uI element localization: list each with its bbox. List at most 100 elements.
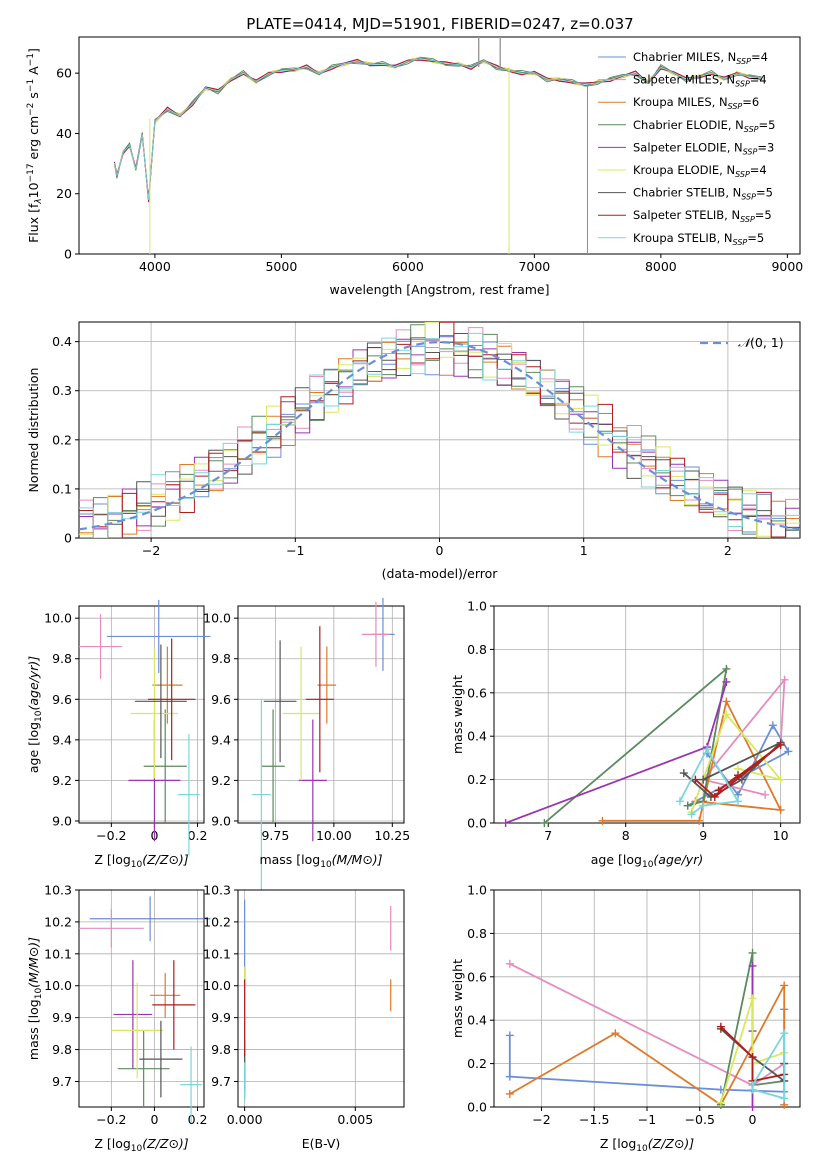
y-tick-label: 10.2 [44, 914, 72, 929]
y-tick-label: 0.2 [52, 432, 72, 447]
errorbar-point [117, 1030, 170, 1107]
weight-marker [540, 819, 549, 827]
histogram-step [79, 332, 800, 538]
weight-marker [722, 710, 731, 719]
y-axis-label: mass weight [450, 675, 465, 754]
errorbar-point [263, 640, 297, 763]
errorbar-point [139, 1020, 183, 1098]
weight-marker [748, 994, 757, 1003]
axes-frame [78, 36, 801, 255]
figure-title: PLATE=0414, MJD=51901, FIBERID=0247, z=0… [246, 15, 633, 33]
x-tick-label: 8000 [645, 259, 677, 274]
x-tick-label: 2 [724, 543, 732, 558]
axes-frame [78, 605, 205, 824]
y-tick-label: 1.0 [467, 599, 487, 614]
y-tick-label: 1.0 [467, 883, 487, 898]
errorbar-point [113, 960, 153, 1069]
weight-marker [748, 948, 757, 957]
x-tick-label: 7 [544, 828, 552, 843]
errorbar-point [298, 719, 327, 842]
axes-frame [78, 889, 205, 1108]
x-tick-label: −0.2 [96, 828, 126, 843]
y-tick-label: 9.6 [52, 692, 72, 707]
errorbar-point [147, 638, 196, 761]
y-tick-label: 9.6 [211, 692, 231, 707]
errorbar-point [178, 733, 200, 856]
y-tick-label: 10.2 [203, 914, 231, 929]
x-tick-label: 9.75 [261, 828, 289, 843]
x-axis-label: (data-model)/error [382, 566, 499, 581]
weight-marker [748, 961, 757, 970]
y-tick-label: 0 [64, 531, 72, 546]
weight-marker [695, 816, 704, 825]
errorbar-point [143, 709, 187, 823]
y-tick-label: 0.2 [467, 1056, 487, 1071]
weight-marker [784, 747, 793, 756]
x-tick-label: 5000 [265, 259, 297, 274]
legend-label: Chabrier MILES, NSSP=4 [633, 50, 768, 66]
weight-marker [722, 677, 731, 686]
y-tick-label: 0.8 [467, 926, 487, 941]
weight-marker [699, 801, 708, 810]
x-axis-label: age [log10(age/yr) [591, 852, 703, 870]
x-tick-label: 10 [773, 828, 789, 843]
x-tick-label: 0.000 [227, 1112, 263, 1127]
axes-age-vs-Z: −0.200.29.09.29.49.69.810.0 [44, 605, 208, 843]
legend-label: Salpeter STELIB, NSSP=5 [633, 208, 772, 224]
y-tick-label: 9.4 [52, 732, 72, 747]
x-tick-label: −1 [638, 1112, 656, 1127]
weight-marker [780, 675, 789, 684]
axes-age-vs-mass: 9.75 10.00 10.25 9.0 9.2 9.4 9.6 9.8 10.0 [203, 605, 410, 843]
y-tick-label: 9.7 [211, 1074, 231, 1089]
y-tick-label: 10.0 [203, 978, 231, 993]
axes-spectrum: 4000 5000 6000 7000 8000 9000 0 20 40 60 [56, 36, 803, 274]
errorbar-point [361, 601, 390, 667]
weight-marker [734, 771, 743, 780]
errorbar-point [150, 972, 181, 1018]
y-tick-label: 10.0 [44, 978, 72, 993]
y-axis-label: Flux [fλ10−17 erg cm−2 s−1 A−1] [26, 48, 44, 243]
x-tick-label: −1 [286, 543, 304, 558]
errorbar-point [180, 1046, 202, 1123]
y-tick-label: 40 [56, 126, 72, 141]
axes-mass-vs-EBV: 0.000 0.005 9.7 9.8 9.9 10.0 10.1 10.2 10.3 [203, 883, 405, 1127]
weight-series-line [751, 1029, 786, 1100]
weight-marker [598, 816, 607, 825]
y-tick-label: 60 [56, 66, 72, 81]
y-tick-label: 10.1 [44, 946, 72, 961]
y-tick-label: 0.6 [467, 685, 487, 700]
weight-marker [505, 1072, 514, 1081]
axes-mass-vs-Z: −0.2 0 0.2 9.7 9.8 9.9 10.0 10.1 10.2 10.3 [44, 883, 207, 1128]
y-tick-label: 0.4 [52, 334, 72, 349]
x-tick-label: 7000 [518, 259, 550, 274]
x-axis-label: E(B-V) [302, 1136, 341, 1151]
y-tick-label: 9.4 [211, 732, 231, 747]
weight-marker [505, 959, 514, 968]
errorbar-point [79, 909, 144, 948]
y-tick-label: 9.2 [52, 773, 72, 788]
y-tick-label: 9.8 [211, 1042, 231, 1057]
x-tick-label: 0.2 [188, 828, 208, 843]
weight-series-line [720, 1026, 785, 1083]
weight-marker [722, 697, 731, 706]
weight-marker [716, 1022, 725, 1031]
x-tick-label: 0 [150, 1112, 158, 1127]
x-axis-label: mass [log10(M/M⊙)] [259, 852, 382, 870]
x-tick-label: −0.2 [96, 1112, 126, 1127]
weight-marker [714, 786, 723, 795]
errorbar-point [282, 646, 320, 781]
y-tick-label: 10.0 [44, 611, 72, 626]
legend-label: Salpeter MILES, NSSP=4 [633, 73, 767, 89]
y-tick-label: 10.3 [44, 883, 72, 898]
x-axis-label: Z [log10(Z/Z⊙)] [94, 1136, 188, 1154]
weight-marker [761, 790, 770, 799]
spectrum-line [113, 58, 763, 201]
weight-marker [703, 745, 712, 754]
y-axis-label: mass [log10(M/M⊙)] [26, 937, 44, 1060]
x-tick-label: −0.5 [685, 1112, 715, 1127]
weight-marker [780, 1094, 789, 1103]
y-tick-label: 9.8 [52, 1042, 72, 1057]
y-tick-label: 20 [56, 186, 72, 201]
y-tick-label: 0.0 [467, 1100, 487, 1115]
